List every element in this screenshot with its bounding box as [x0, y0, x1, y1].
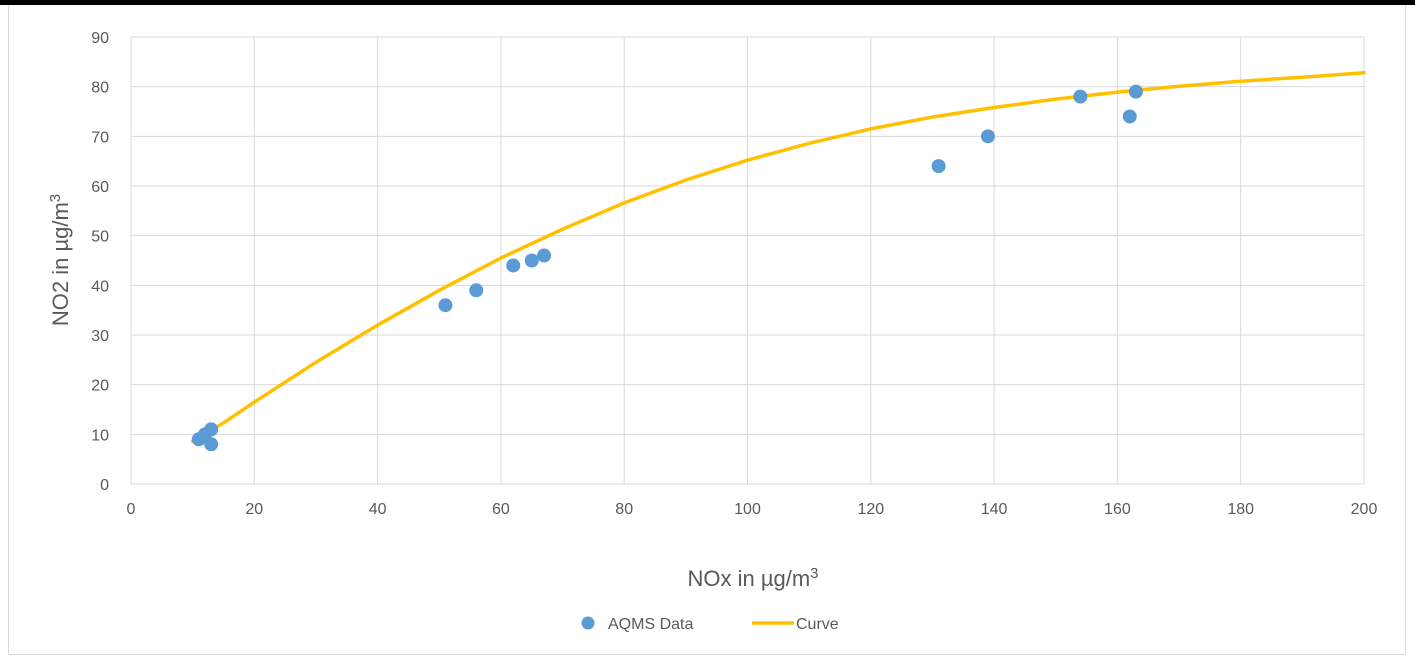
- y-axis-title-sup: 3: [47, 194, 64, 202]
- data-point: [537, 248, 552, 263]
- data-point: [1073, 89, 1088, 104]
- x-tick-label: 120: [857, 501, 884, 518]
- data-point: [506, 258, 521, 273]
- x-tick-label: 140: [981, 501, 1008, 518]
- data-point: [1128, 84, 1143, 99]
- x-axis-title: NOx in µg/m3: [687, 565, 818, 591]
- legend-marker-aqms: [581, 616, 595, 630]
- chart-frame: [8, 5, 1406, 655]
- top-rule: [0, 0, 1415, 5]
- x-tick-label: 100: [734, 501, 761, 518]
- y-tick-label: 10: [91, 427, 109, 444]
- x-tick-label: 180: [1227, 501, 1254, 518]
- y-tick-label: 90: [91, 30, 109, 47]
- x-tick-label: 200: [1351, 501, 1378, 518]
- x-tick-label: 0: [127, 501, 136, 518]
- curve-line: [190, 71, 1366, 444]
- x-tick-labels: 0 20 40 60 80 100 120 140 160 180 200: [127, 501, 1378, 518]
- points-layer: [191, 84, 1143, 452]
- legend-label-curve: Curve: [796, 616, 839, 633]
- y-tick-label: 80: [91, 80, 109, 97]
- data-point: [1122, 109, 1137, 124]
- x-axis-title-sup: 3: [810, 565, 818, 582]
- legend: AQMS Data Curve: [581, 616, 839, 633]
- y-tick-label: 40: [91, 278, 109, 295]
- data-point: [980, 129, 995, 144]
- y-tick-label: 70: [91, 129, 109, 146]
- y-tick-label: 20: [91, 378, 109, 395]
- x-tick-label: 80: [615, 501, 633, 518]
- y-tick-label: 60: [91, 179, 109, 196]
- x-tick-label: 60: [492, 501, 510, 518]
- grid: [130, 36, 1365, 485]
- y-tick-label: 0: [100, 477, 109, 494]
- x-tick-label: 40: [369, 501, 387, 518]
- legend-label-aqms: AQMS Data: [608, 616, 693, 633]
- x-tick-label: 160: [1104, 501, 1131, 518]
- data-point: [204, 422, 219, 437]
- data-point: [204, 437, 219, 452]
- x-tick-label: 20: [245, 501, 263, 518]
- y-axis-title: NO2 in µg/m3: [47, 194, 73, 326]
- y-tick-label: 50: [91, 229, 109, 246]
- data-point: [931, 159, 946, 174]
- curve-layer: [190, 71, 1366, 444]
- y-tick-label: 30: [91, 328, 109, 345]
- data-point: [524, 253, 539, 268]
- data-point: [469, 283, 484, 298]
- data-point: [438, 298, 453, 313]
- y-tick-labels: 0 10 20 30 40 50 60 70 80 90: [91, 30, 109, 494]
